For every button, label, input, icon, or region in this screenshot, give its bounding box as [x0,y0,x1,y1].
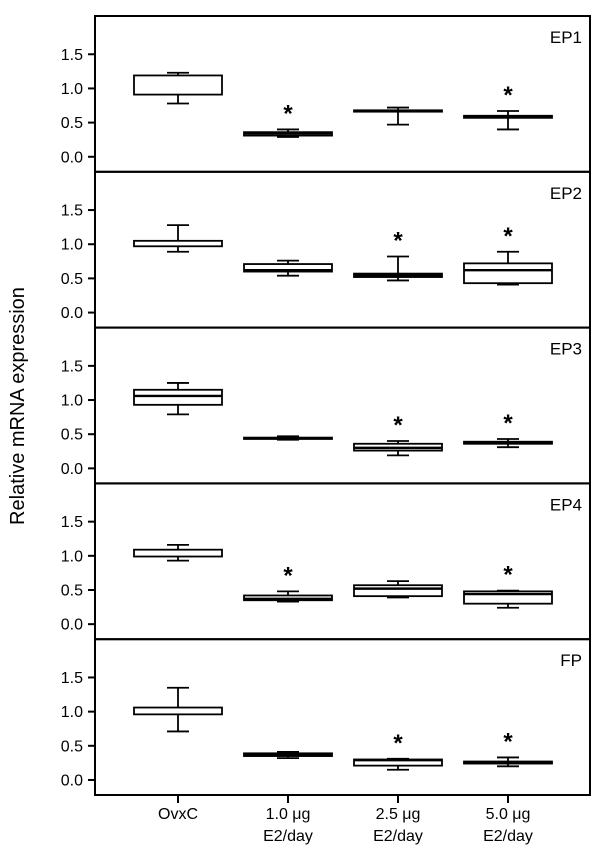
significance-star: * [503,562,513,589]
significance-star: * [393,730,403,757]
y-tick-label: 1.5 [61,47,83,64]
y-tick-label: 0.0 [61,461,83,478]
y-tick-label: 0.5 [61,115,83,132]
y-tick-label: 0.0 [61,149,83,166]
y-tick-label: 1.5 [61,670,83,687]
panel-label: EP1 [550,28,582,47]
boxplot-FP-1.0 μg E2/day [243,751,333,759]
y-tick-label: 1.0 [61,81,83,98]
panel-EP3: 0.0 0.5 1.0 1.5 * * EP3 [61,326,591,485]
panel-label: EP3 [550,340,582,359]
box [353,584,443,598]
box [133,548,223,558]
boxplot-EP2-2.5 μg E2/day: * [353,228,443,282]
box [463,262,553,285]
significance-star: * [283,562,293,589]
panel-label: EP4 [550,495,582,514]
significance-star: * [503,410,513,437]
x-tick-label: 5.0 μg [486,806,531,823]
y-tick-label: 0.5 [61,583,83,600]
x-tick-label: E2/day [263,828,313,845]
x-tick-label: OvxC [158,806,198,823]
x-category-2: 1.0 μg E2/day [263,795,313,845]
boxplot-FP-5.0 μg E2/day: * [463,728,553,768]
y-tick-label: 1.5 [61,203,83,220]
boxplot-EP3-1.0 μg E2/day [243,435,333,441]
significance-star: * [503,223,513,250]
boxplot-EP1-OvxC [133,71,223,105]
boxplot-EP4-OvxC [133,544,223,562]
panel-EP2: 0.0 0.5 1.0 1.5 * * EP2 [61,170,591,329]
x-tick-label: E2/day [373,828,423,845]
significance-star: * [503,728,513,755]
boxplot-EP1-2.5 μg E2/day [353,106,443,126]
box [133,239,223,248]
boxplot-EP4-2.5 μg E2/day [353,580,443,599]
y-tick-label: 0.5 [61,738,83,755]
x-tick-label: E2/day [483,828,533,845]
boxplot-EP3-2.5 μg E2/day: * [353,412,443,457]
x-tick-label: 2.5 μg [376,806,421,823]
y-tick-label: 0.0 [61,772,83,789]
significance-star: * [393,228,403,255]
boxplot-FP-OvxC [133,686,223,733]
boxplot-EP2-5.0 μg E2/day: * [463,223,553,286]
y-tick-label: 1.0 [61,237,83,254]
y-tick-label: 0.0 [61,305,83,322]
y-tick-label: 1.0 [61,548,83,565]
box [243,263,333,273]
box [133,706,223,716]
y-tick-label: 0.5 [61,427,83,444]
x-category-3: 2.5 μg E2/day [373,795,423,845]
panel-label: FP [560,651,582,670]
significance-star: * [283,100,293,127]
boxplot-EP4-5.0 μg E2/day: * [463,562,553,609]
panel-EP1: 0.0 0.5 1.0 1.5 * * EP1 [61,15,591,173]
y-tick-label: 1.0 [61,393,83,410]
significance-star: * [503,82,513,109]
x-category-1: OvxC [158,795,198,823]
y-tick-label: 0.0 [61,617,83,634]
significance-star: * [393,412,403,439]
y-tick-label: 1.5 [61,358,83,375]
panel-label: EP2 [550,184,582,203]
panel-FP: 0.0 0.5 1.0 1.5 * * FP [61,638,591,797]
y-tick-label: 1.0 [61,704,83,721]
y-axis-title: Relative mRNA expression [7,287,29,525]
boxplot-EP3-5.0 μg E2/day: * [463,410,553,449]
box [133,74,223,96]
y-tick-label: 0.5 [61,271,83,288]
boxplot-EP4-1.0 μg E2/day: * [243,562,333,603]
boxplot-EP1-5.0 μg E2/day: * [463,82,553,131]
boxplot-EP2-OvxC [133,224,223,253]
panel-border [94,170,591,329]
boxplot-EP3-OvxC [133,382,223,416]
x-category-4: 5.0 μg E2/day [483,795,533,845]
y-tick-label: 1.5 [61,514,83,531]
panel-EP4: 0.0 0.5 1.0 1.5 * * EP4 [61,482,591,641]
panel-border [94,638,591,797]
box [133,388,223,406]
boxplot-EP2-1.0 μg E2/day [243,259,333,277]
boxplot-FP-2.5 μg E2/day: * [353,730,443,771]
x-tick-label: 1.0 μg [266,806,311,823]
boxplot-EP1-1.0 μg E2/day: * [243,100,333,138]
